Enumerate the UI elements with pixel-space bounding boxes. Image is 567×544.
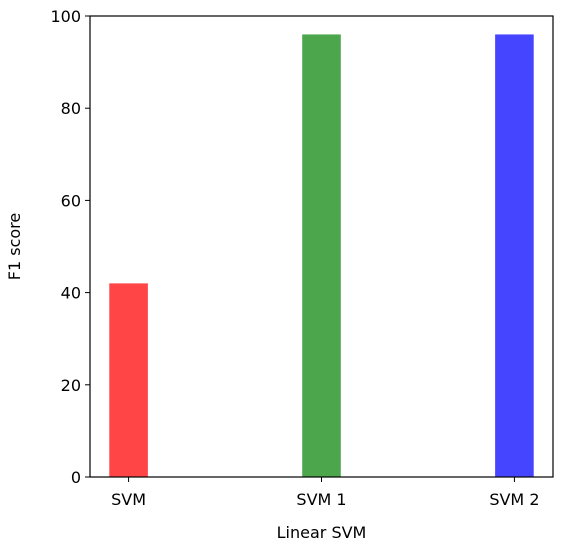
bars-group [109, 34, 534, 477]
y-tick-label: 0 [71, 468, 81, 487]
y-tick-label: 60 [61, 191, 81, 210]
bar-svm-1 [302, 34, 341, 477]
bar-svm [109, 283, 148, 477]
y-axis-ticks: 0 20 40 60 80 100 [50, 7, 90, 487]
x-axis-ticks: SVM SVM 1 SVM 2 [111, 477, 540, 509]
x-tick-label: SVM 2 [489, 490, 539, 509]
y-tick-label: 100 [50, 7, 81, 26]
y-axis-label: F1 score [5, 213, 24, 280]
plot-frame [89, 15, 554, 478]
bar-svm-2 [495, 34, 534, 477]
x-axis-label: Linear SVM [277, 523, 367, 542]
x-tick-label: SVM [111, 490, 146, 509]
y-tick-label: 80 [61, 99, 81, 118]
y-tick-label: 40 [61, 284, 81, 303]
y-tick-label: 20 [61, 376, 81, 395]
x-tick-label: SVM 1 [296, 490, 346, 509]
